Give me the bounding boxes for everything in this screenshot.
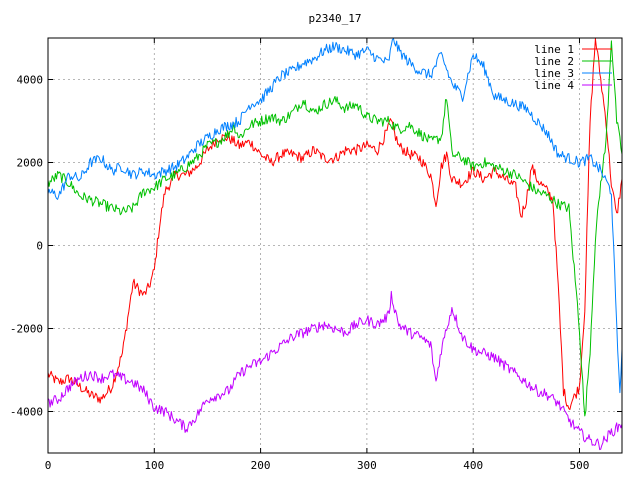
- series-line-3: [48, 38, 622, 394]
- legend-label-2: line 2: [534, 55, 574, 68]
- series-group: [48, 38, 622, 451]
- x-tick-label: 500: [570, 459, 590, 472]
- y-tick-label: -4000: [10, 406, 43, 419]
- legend-label-1: line 1: [534, 43, 574, 56]
- grid: [48, 38, 622, 453]
- y-tick-label: 4000: [17, 74, 44, 87]
- x-tick-label: 300: [357, 459, 377, 472]
- series-line-4: [48, 290, 622, 451]
- legend-label-3: line 3: [534, 67, 574, 80]
- axis-ticks: 0 100 200 300 400 500 -4000 -2000 0 2000 4000: [10, 38, 622, 472]
- chart-title: p2340_17: [309, 12, 362, 25]
- y-tick-label: 2000: [17, 157, 44, 170]
- legend-label-4: line 4: [534, 79, 574, 92]
- series-line-2: [48, 40, 622, 417]
- series-line-1: [48, 38, 622, 410]
- x-tick-label: 200: [251, 459, 271, 472]
- x-tick-label: 0: [45, 459, 52, 472]
- y-tick-label: -2000: [10, 323, 43, 336]
- plot-frame: [47, 37, 623, 454]
- x-tick-label: 100: [144, 459, 164, 472]
- y-tick-label: 0: [36, 240, 43, 253]
- x-tick-label: 400: [463, 459, 483, 472]
